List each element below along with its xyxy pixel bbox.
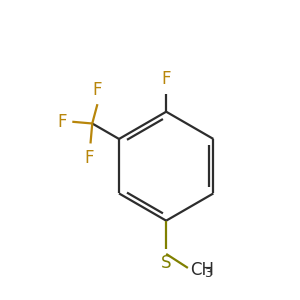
Text: S: S xyxy=(161,254,171,272)
Text: F: F xyxy=(58,113,67,131)
Text: F: F xyxy=(93,81,102,99)
Text: F: F xyxy=(84,149,94,167)
Text: CH: CH xyxy=(190,261,214,279)
Text: F: F xyxy=(161,70,171,88)
Text: 3: 3 xyxy=(204,267,212,280)
